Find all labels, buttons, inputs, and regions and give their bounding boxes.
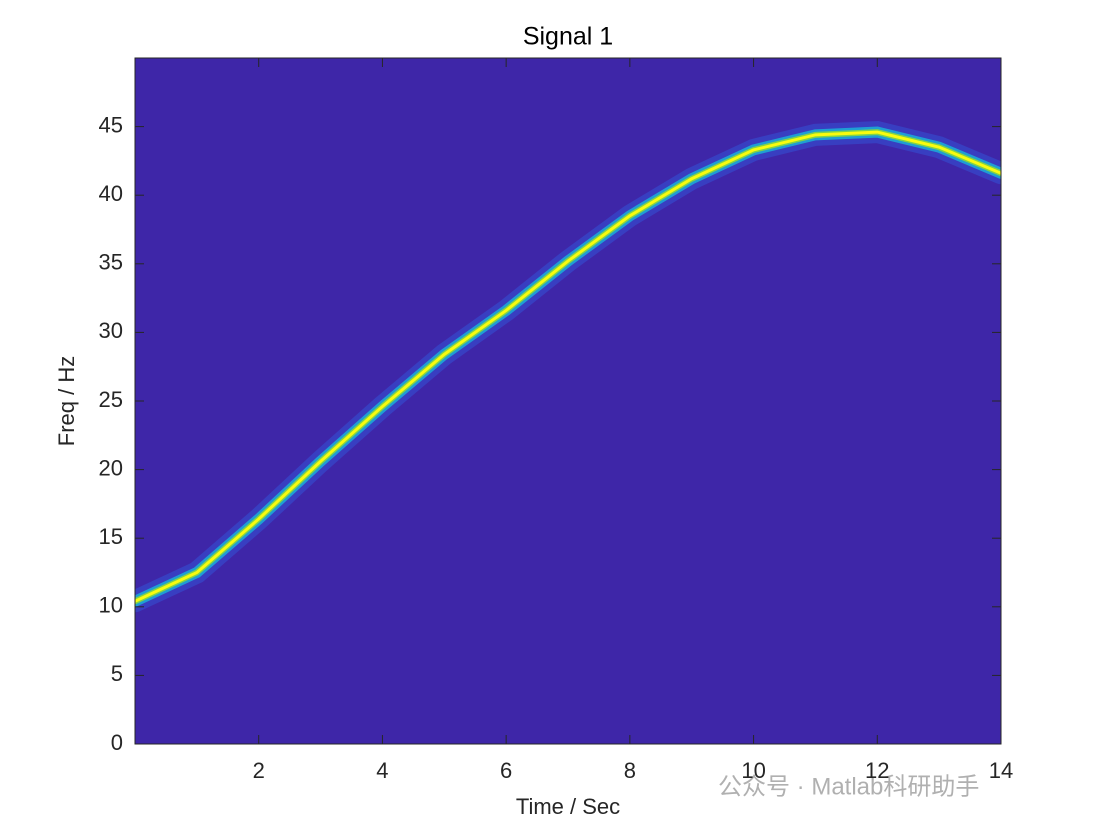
y-tick-label: 30 — [99, 318, 123, 343]
x-tick-label: 14 — [989, 758, 1013, 783]
x-tick-label: 8 — [624, 758, 636, 783]
plot-area — [135, 58, 1001, 744]
x-tick-label: 2 — [253, 758, 265, 783]
y-tick-label: 10 — [99, 593, 123, 618]
plot-background — [135, 58, 1001, 744]
y-tick-label: 5 — [111, 661, 123, 686]
y-tick-label: 0 — [111, 730, 123, 755]
x-axis-label: Time / Sec — [516, 794, 620, 819]
y-tick-label: 45 — [99, 112, 123, 137]
x-tick-label: 10 — [741, 758, 765, 783]
axes: 2 4 6 8 10 12 14 0 5 10 15 20 25 30 35 40 45 — [99, 57, 1013, 783]
y-tick-label: 35 — [99, 250, 123, 275]
y-axis-label: Freq / Hz — [54, 356, 79, 446]
ridge-line — [135, 130, 1001, 603]
y-tick-label: 25 — [99, 387, 123, 412]
chart-title: Signal 1 — [523, 23, 613, 51]
watermark: 公众号 · Matlab科研助手 — [718, 773, 979, 800]
x-tick-label: 12 — [865, 758, 889, 783]
y-tick-label: 40 — [99, 181, 123, 206]
y-tick-label: 15 — [99, 524, 123, 549]
y-tick-label: 20 — [99, 455, 123, 480]
x-tick-label: 6 — [500, 758, 512, 783]
x-tick-label: 4 — [376, 758, 388, 783]
